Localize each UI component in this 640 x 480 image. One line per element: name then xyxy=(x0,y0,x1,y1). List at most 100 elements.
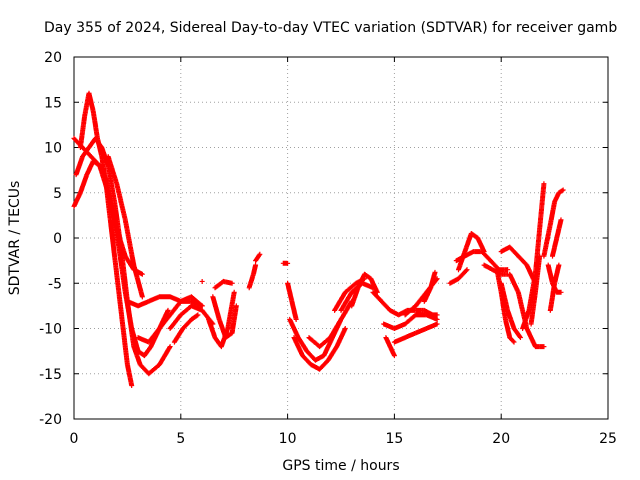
data-point-trace xyxy=(321,336,335,359)
data-point-trace xyxy=(167,313,183,331)
data-point-trace xyxy=(146,327,162,345)
data-point-trace xyxy=(413,290,429,309)
x-tick-label: 20 xyxy=(492,431,510,447)
data-point-trace xyxy=(131,344,143,366)
data-point-trace xyxy=(71,191,83,209)
data-point-trace xyxy=(73,155,85,178)
data-point-trace xyxy=(338,290,354,313)
data-point-trace xyxy=(507,244,520,258)
data-point-trace xyxy=(524,326,538,348)
data-point-trace xyxy=(306,335,322,349)
data-point-trace xyxy=(285,280,295,303)
data-point-trace xyxy=(402,313,418,327)
y-tick-label: 20 xyxy=(44,50,62,66)
x-tick-label: 0 xyxy=(70,431,79,447)
axis-ticks: 0 5 10 15 20 25 -20 -15 -10 -5 0 5 10 15 20 xyxy=(39,50,617,447)
data-point-trace xyxy=(554,289,564,295)
series-arc-7 xyxy=(135,294,205,345)
data-point-trace xyxy=(116,289,126,330)
data-point-trace xyxy=(156,344,173,368)
data-point-trace xyxy=(342,281,358,295)
data-point-trace xyxy=(156,313,172,331)
data-point-trace xyxy=(402,304,418,318)
series-arc-15 xyxy=(253,251,263,264)
y-tick-label: 0 xyxy=(53,231,62,247)
series-arc-43 xyxy=(550,217,564,259)
data-point-trace xyxy=(71,135,85,150)
series-arc-25 xyxy=(381,312,440,331)
data-point-trace xyxy=(332,290,348,313)
data-point-trace xyxy=(317,358,330,372)
series-arc-32 xyxy=(453,249,511,273)
data-point-trace xyxy=(105,163,117,204)
series-arc-36 xyxy=(498,244,538,286)
data-point-trace xyxy=(97,163,111,194)
y-tick-label: -15 xyxy=(39,367,62,383)
data-point-trace xyxy=(379,298,392,312)
x-tick-label: 5 xyxy=(176,431,185,447)
data-point-trace xyxy=(554,217,564,241)
data-point-trace xyxy=(507,271,521,294)
data-point-trace xyxy=(291,335,305,357)
data-point-trace xyxy=(421,286,433,304)
grid-lines xyxy=(74,57,608,419)
data-point-trace xyxy=(289,298,299,322)
data-point-trace xyxy=(353,276,367,286)
data-point-trace xyxy=(505,307,517,330)
data-point-trace xyxy=(387,344,397,359)
data-point-trace xyxy=(137,362,151,376)
data-point-trace xyxy=(120,326,130,366)
series-arc-35 xyxy=(498,280,523,341)
data-point-trace xyxy=(349,286,361,309)
data-point-trace xyxy=(295,335,309,353)
chart-title: Day 355 of 2024, Sidereal Day-to-day VTE… xyxy=(44,20,617,36)
y-tick-label: -10 xyxy=(39,322,62,338)
series-arc-41 xyxy=(541,187,566,259)
data-point-trace xyxy=(229,303,239,336)
series-arc-26 xyxy=(383,335,397,359)
data-point-trace xyxy=(462,232,474,255)
data-point-trace xyxy=(84,159,96,178)
y-tick-label: -20 xyxy=(39,412,62,428)
data-point-trace xyxy=(114,226,128,258)
data-point-trace xyxy=(206,316,217,339)
data-point-trace xyxy=(528,291,538,327)
data-point-trace xyxy=(370,289,384,303)
series-arc-11 xyxy=(206,289,237,350)
data-point-trace xyxy=(368,276,380,295)
data-point-trace xyxy=(77,173,89,196)
data-point-trace xyxy=(88,154,102,168)
series-arc-30 xyxy=(447,267,470,286)
data-point-trace xyxy=(107,217,117,258)
series-arc-17 xyxy=(285,280,299,322)
data-point-trace xyxy=(218,327,230,350)
data-point-trace xyxy=(300,353,313,367)
data-point-trace xyxy=(105,154,119,185)
data-point-trace xyxy=(112,253,122,294)
data-point-trace xyxy=(423,321,440,331)
series-arc-14 xyxy=(246,262,259,291)
data-point-trace xyxy=(537,181,547,232)
series-arc-42 xyxy=(547,262,562,313)
data-point-trace xyxy=(550,236,559,259)
data-point-trace xyxy=(532,344,547,350)
data-point-trace xyxy=(520,309,531,331)
data-point-trace xyxy=(280,260,291,266)
data-point-trace xyxy=(498,280,510,312)
data-point-trace xyxy=(304,348,317,362)
data-point-trace xyxy=(475,235,487,255)
y-tick-label: 5 xyxy=(53,186,62,202)
data-point-trace xyxy=(146,363,161,377)
series-arc-13 xyxy=(199,278,205,284)
y-axis-title: SDTVAR / TECUs xyxy=(7,181,23,296)
series-arc-27 xyxy=(391,321,440,345)
data-point-trace xyxy=(547,282,557,313)
data-point-trace xyxy=(90,108,100,140)
data-point-trace xyxy=(479,249,493,263)
series-arc-23 xyxy=(332,276,367,313)
data-point-trace xyxy=(556,187,566,196)
data-point-trace xyxy=(423,312,440,322)
data-point-trace xyxy=(221,278,235,286)
data-point-trace xyxy=(124,362,135,389)
data-point-trace xyxy=(122,217,137,267)
